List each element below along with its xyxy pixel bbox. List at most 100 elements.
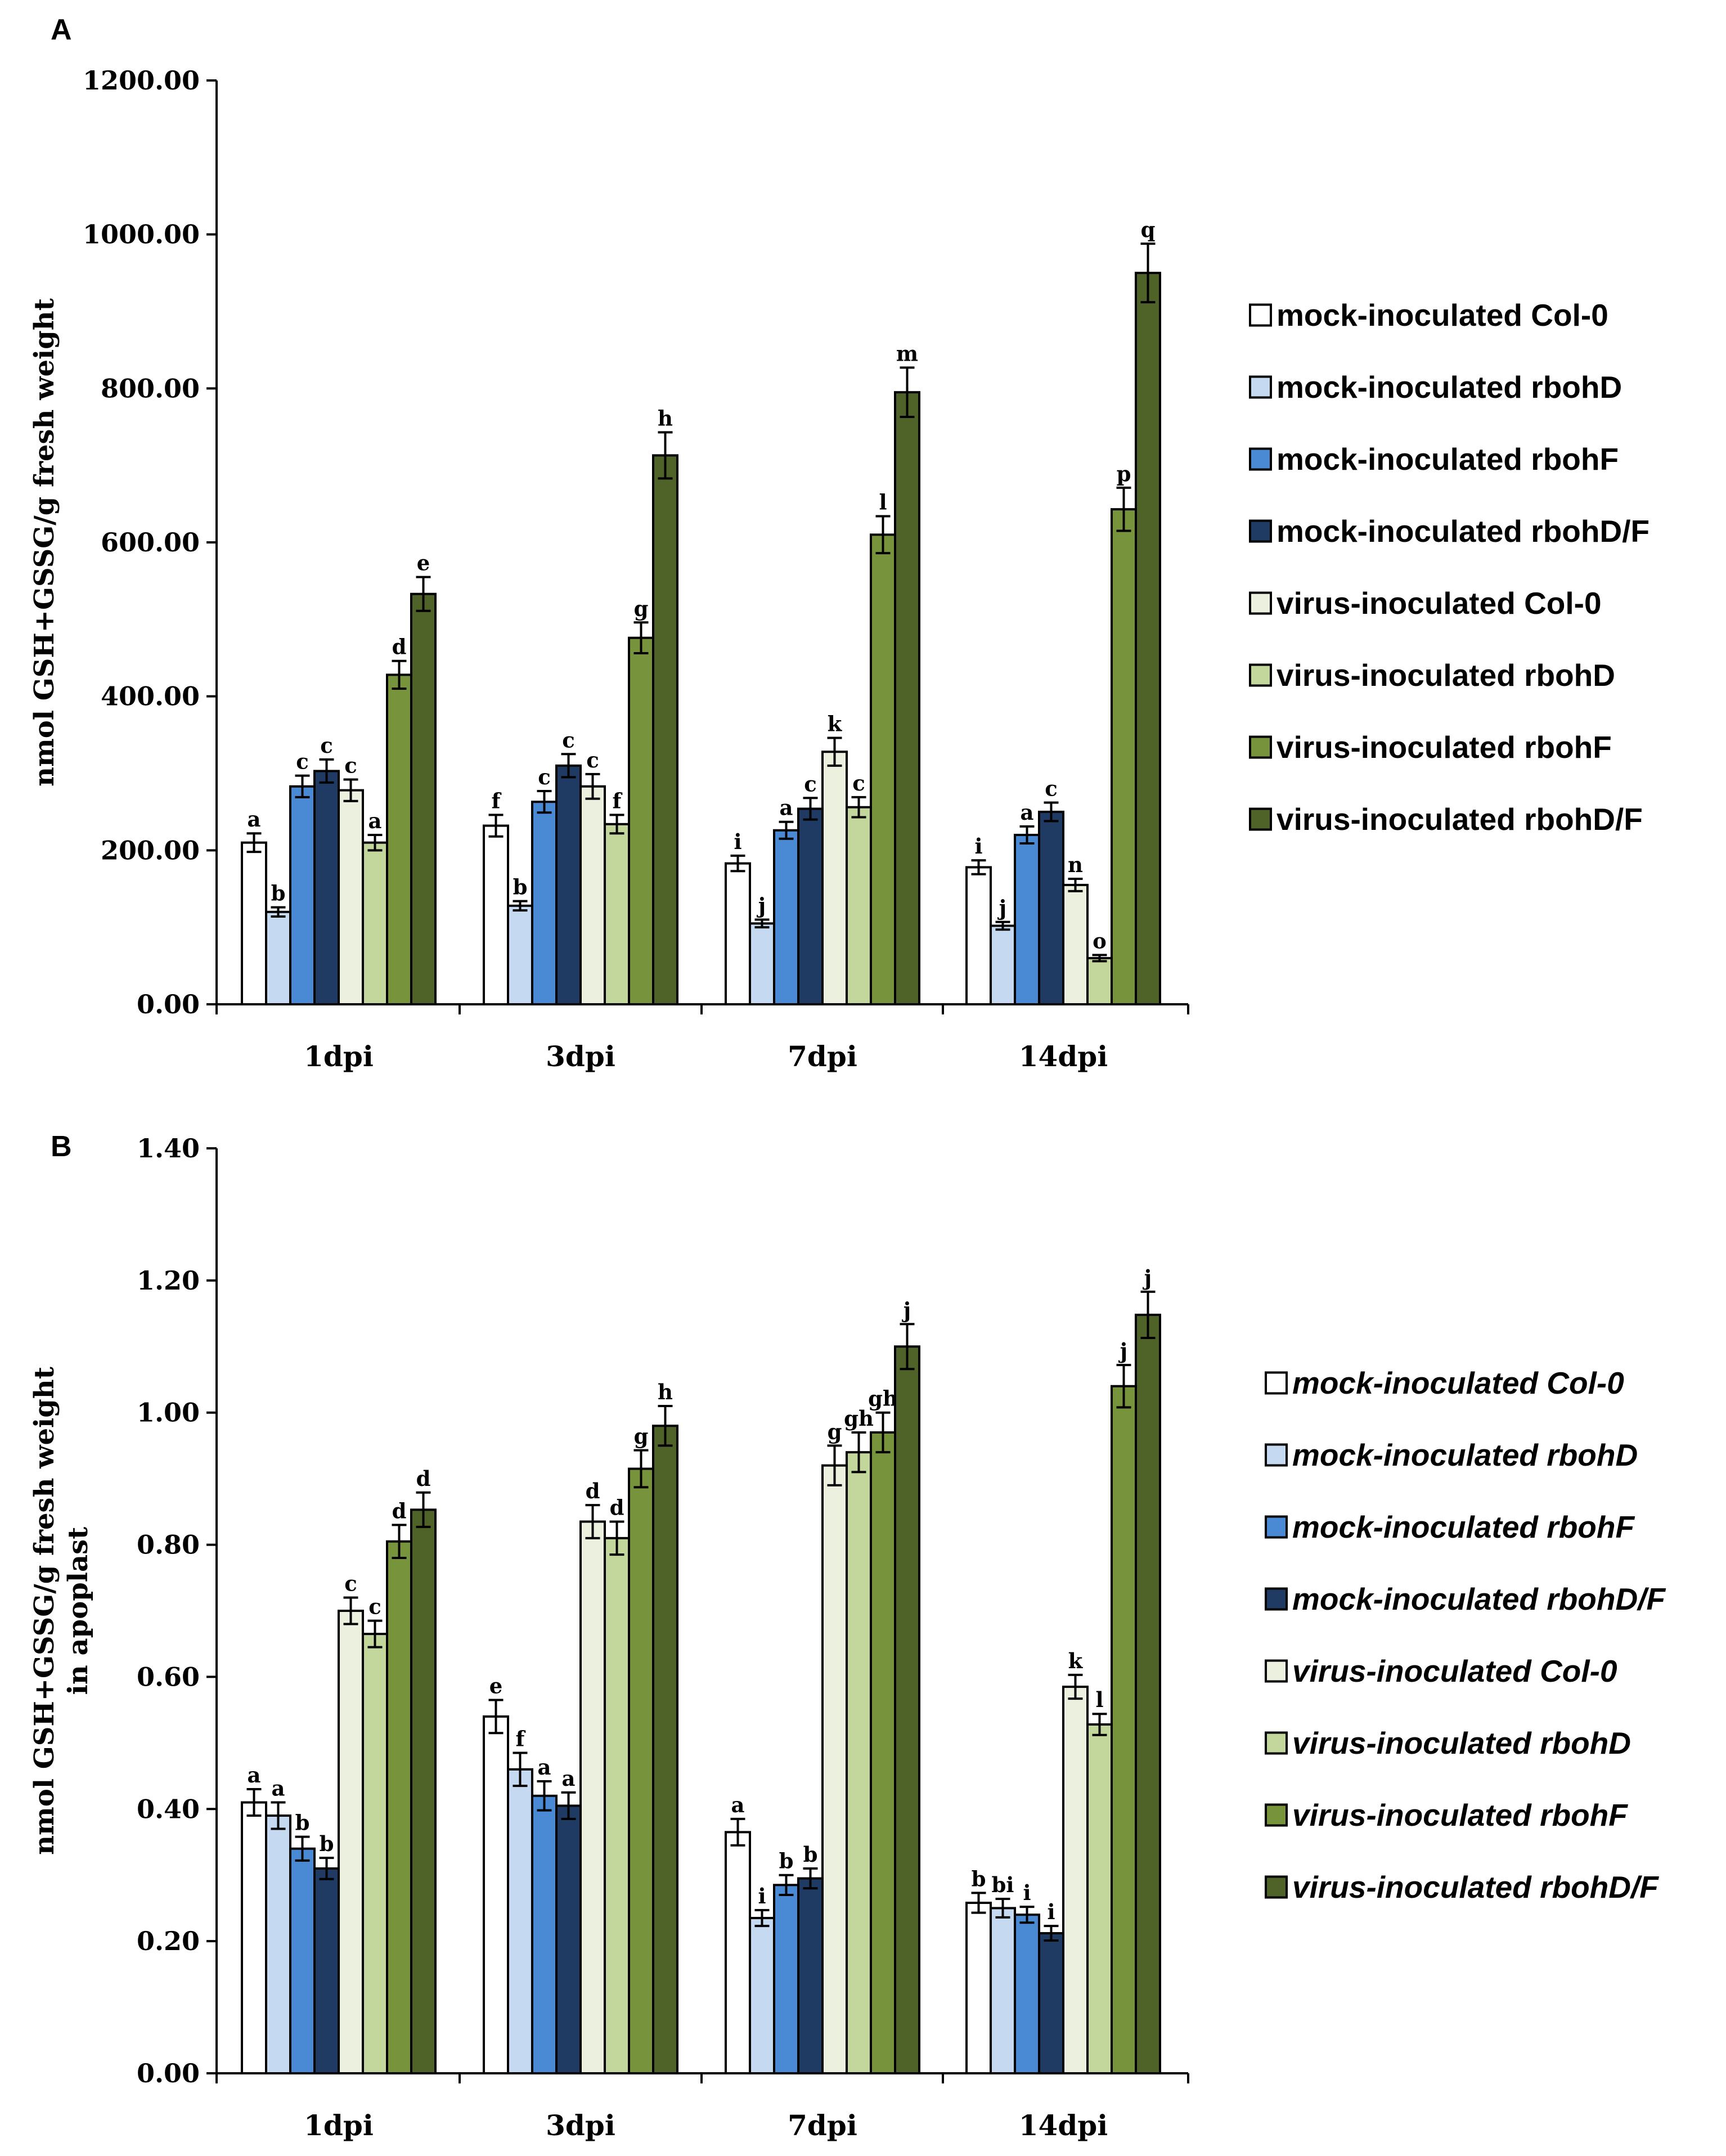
significance-letter: h — [658, 1380, 673, 1404]
legend-label: virus-inoculated rbohD/F — [1276, 802, 1643, 837]
bar — [313, 1867, 340, 2074]
legend-swatch — [1249, 807, 1272, 831]
bar — [362, 1633, 388, 2075]
y-tick-label: 1200.00 — [83, 65, 200, 96]
significance-letter: d — [586, 1479, 600, 1503]
bar — [725, 1831, 751, 2075]
significance-letter: c — [562, 727, 575, 752]
legend-swatch — [1265, 1659, 1288, 1683]
significance-letter: c — [296, 749, 309, 774]
significance-letter: g — [828, 1419, 842, 1444]
bar — [797, 1877, 824, 2074]
bar — [507, 904, 533, 1006]
bar — [773, 1884, 799, 2075]
legend-swatch — [1249, 519, 1272, 543]
y-tick-label: 0.00 — [137, 989, 200, 1019]
bar — [821, 751, 848, 1005]
significance-letter: m — [896, 341, 918, 366]
legend-label: mock-inoculated rbohF — [1292, 1510, 1635, 1544]
bar — [1135, 1313, 1161, 2074]
significance-letter: c — [320, 733, 333, 758]
significance-letter: b — [513, 875, 528, 900]
category-label: 14dpi — [1019, 2109, 1108, 2142]
significance-letter: b — [803, 1842, 818, 1867]
legend-swatch — [1249, 447, 1272, 471]
bar — [628, 1467, 654, 2074]
significance-letter: f — [613, 788, 623, 813]
bar — [628, 636, 654, 1005]
bar — [797, 807, 824, 1006]
legend-label: mock-inoculated Col-0 — [1276, 298, 1608, 333]
significance-letter: q — [1141, 217, 1156, 242]
bar — [773, 829, 799, 1006]
significance-letter: j — [997, 896, 1006, 920]
significance-letter: c — [586, 748, 599, 772]
bar — [894, 1345, 920, 2074]
significance-letter: a — [248, 1763, 261, 1787]
significance-letter: c — [1045, 776, 1058, 801]
category-label: 14dpi — [1019, 1040, 1108, 1073]
significance-letter: o — [1093, 928, 1107, 953]
significance-letter: j — [1118, 1338, 1127, 1363]
bar — [555, 764, 582, 1005]
bar — [846, 1451, 872, 2074]
bar — [483, 824, 509, 1005]
legend-label: virus-inoculated rbohF — [1276, 730, 1612, 765]
y-tick-label: 400.00 — [101, 681, 200, 712]
legend-label: virus-inoculated Col-0 — [1276, 586, 1602, 621]
significance-letter: a — [780, 796, 793, 820]
bar — [531, 801, 558, 1005]
legend-swatch — [1265, 1587, 1288, 1611]
significance-letter: j — [757, 893, 766, 918]
y-tick-label: 600.00 — [101, 527, 200, 558]
panel-label: A — [51, 14, 72, 46]
legend-swatch — [1249, 375, 1272, 399]
legend-label: mock-inoculated rbohD/F — [1292, 1582, 1666, 1616]
bar — [410, 1508, 437, 2074]
panel-a: A 0.00 200.00 400.00 600.00 800.00 1000.00 1200… — [29, 14, 1649, 1073]
category-label: 1dpi — [304, 1040, 374, 1073]
significance-letter: a — [538, 1755, 551, 1780]
bar — [241, 841, 267, 1006]
legend-swatch — [1249, 663, 1272, 687]
bar — [652, 454, 678, 1005]
category-label: 3dpi — [546, 1040, 615, 1073]
category-label: 1dpi — [304, 2109, 374, 2142]
significance-letter: p — [1117, 461, 1131, 486]
bar — [604, 823, 630, 1006]
significance-letter: j — [1143, 1265, 1152, 1290]
significance-letter: a — [731, 1793, 745, 1817]
bar — [990, 1907, 1016, 2074]
y-tick-label: 0.40 — [137, 1794, 200, 1824]
legend-label: mock-inoculated rbohD — [1292, 1438, 1638, 1472]
significance-letter: k — [1068, 1649, 1084, 1673]
bar — [507, 1768, 533, 2075]
significance-letter: g — [634, 596, 649, 621]
y-axis-title: nmol GSH+GSSG/g fresh weight — [29, 298, 60, 787]
significance-letter: a — [248, 807, 261, 832]
bar — [1086, 1723, 1113, 2074]
y-tick-label: 1.40 — [137, 1133, 200, 1164]
bar — [870, 533, 896, 1005]
bar — [846, 806, 872, 1005]
y-tick-label: 1.20 — [137, 1265, 200, 1296]
bar — [313, 770, 340, 1006]
bar — [749, 1917, 775, 2075]
category-label: 3dpi — [546, 2109, 615, 2142]
bar — [652, 1425, 678, 2074]
y-tick-label: 0.20 — [137, 1926, 200, 1956]
legend-label: mock-inoculated rbohD/F — [1276, 514, 1649, 549]
bar — [965, 866, 992, 1005]
y-tick-label: 1.00 — [137, 1398, 200, 1428]
y-axis-title: nmol GSH+GSSG/g fresh weight — [29, 1367, 60, 1855]
bar — [410, 592, 437, 1005]
bar — [289, 1847, 316, 2075]
significance-letter: bi — [992, 1872, 1014, 1897]
bar — [725, 862, 751, 1005]
bar — [870, 1431, 896, 2074]
significance-letter: l — [1095, 1687, 1103, 1712]
bar — [265, 1814, 291, 2074]
significance-letter: b — [295, 1811, 310, 1835]
significance-letter: d — [392, 635, 407, 659]
